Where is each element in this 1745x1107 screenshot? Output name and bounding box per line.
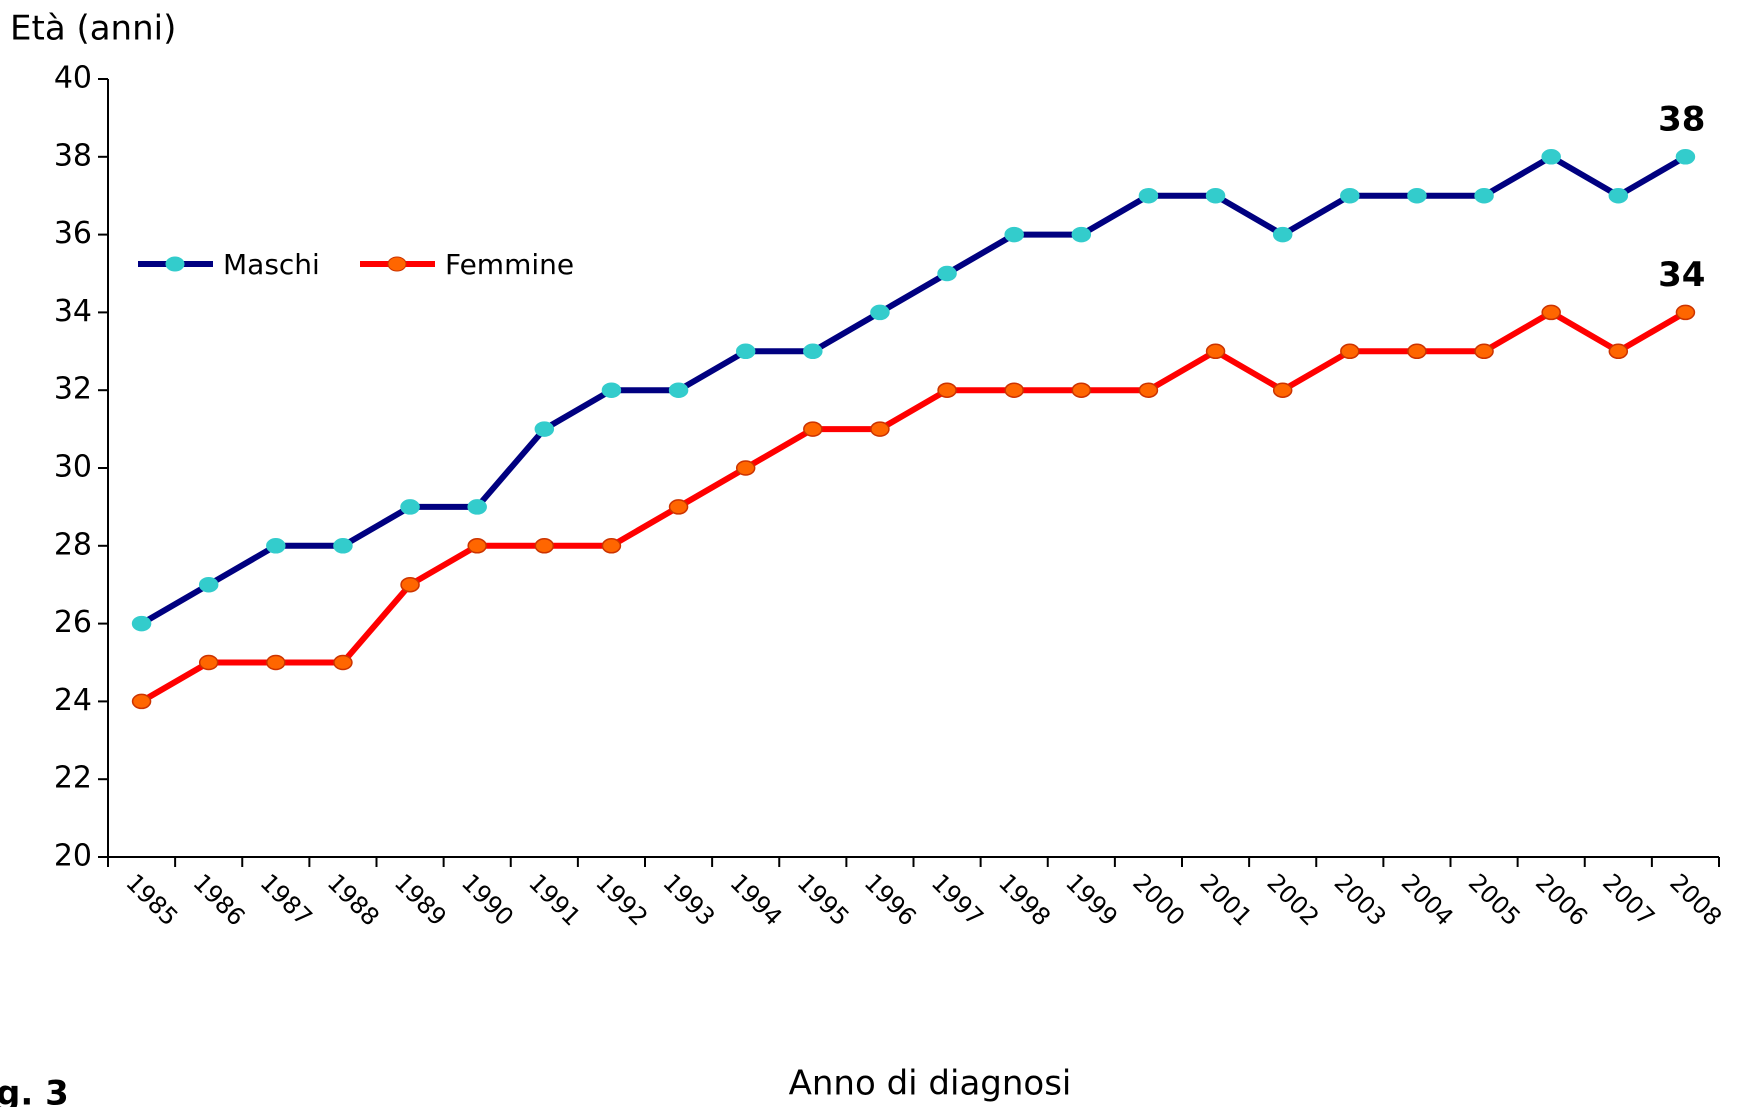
marker — [1004, 382, 1024, 398]
x-tick-label: 1996 — [859, 868, 922, 931]
series-line — [140, 309, 1687, 704]
marker — [1272, 382, 1293, 398]
legend-marker — [165, 256, 185, 272]
marker — [870, 304, 890, 321]
marker — [333, 538, 353, 554]
x-tick-label: 1997 — [926, 868, 989, 931]
marker — [266, 538, 286, 554]
marker — [1205, 343, 1226, 360]
marker — [937, 265, 957, 282]
marker — [333, 654, 353, 671]
x-tick-label: 1993 — [657, 868, 720, 931]
x-tick-label: 1990 — [456, 868, 519, 931]
y-tick-label: 24 — [54, 683, 92, 718]
marker — [803, 421, 823, 437]
marker — [198, 576, 219, 593]
annotation: 38 — [1658, 99, 1705, 139]
marker — [1407, 343, 1427, 360]
marker — [1541, 149, 1561, 165]
x-tick-label: 1987 — [255, 868, 318, 931]
x-tick-label: 2002 — [1261, 868, 1324, 931]
marker — [131, 615, 152, 632]
y-tick-label: 20 — [54, 839, 92, 874]
marker — [1071, 382, 1092, 398]
marker — [1474, 343, 1494, 360]
legend-label: Maschi — [223, 248, 320, 281]
y-axis-title: Età (anni) — [10, 9, 176, 49]
marker — [1541, 304, 1561, 321]
x-tick-label: 1986 — [187, 868, 250, 931]
marker — [534, 538, 555, 554]
x-tick-label: 2005 — [1463, 868, 1526, 931]
marker — [400, 499, 420, 515]
marker — [601, 382, 622, 398]
marker — [735, 343, 756, 360]
figure-label: g. 3 — [0, 1074, 69, 1107]
marker — [266, 654, 286, 671]
marker — [937, 382, 957, 398]
marker — [467, 538, 487, 554]
marker — [400, 576, 420, 593]
x-tick-label: 1998 — [993, 868, 1056, 931]
x-tick-label: 2003 — [1329, 868, 1392, 931]
x-tick-label: 1994 — [724, 868, 787, 931]
marker — [668, 382, 689, 398]
marker — [668, 499, 689, 515]
legend-label: Femmine — [445, 248, 574, 281]
marker — [1004, 226, 1024, 243]
marker — [601, 538, 622, 554]
marker — [735, 460, 756, 476]
marker — [1340, 187, 1360, 204]
annotation: 34 — [1658, 255, 1705, 295]
x-tick-label: 2006 — [1530, 868, 1593, 931]
y-tick-label: 30 — [54, 450, 92, 485]
marker — [534, 421, 555, 437]
series-line — [140, 153, 1687, 627]
x-tick-label: 1989 — [389, 868, 452, 931]
marker — [1340, 343, 1360, 360]
marker — [198, 654, 219, 671]
marker — [1608, 343, 1629, 360]
marker — [870, 421, 890, 437]
y-tick-label: 22 — [54, 761, 92, 796]
x-axis-title: Anno di diagnosi — [789, 1064, 1072, 1104]
x-tick-label: 1988 — [322, 868, 385, 931]
y-tick-label: 34 — [54, 294, 92, 329]
x-tick-label: 2000 — [1127, 868, 1190, 931]
marker — [1407, 187, 1427, 204]
marker — [467, 499, 487, 515]
marker — [1071, 226, 1092, 243]
y-tick-label: 36 — [54, 216, 92, 251]
y-tick-label: 32 — [54, 372, 92, 407]
marker — [131, 693, 152, 710]
x-tick-label: 1995 — [792, 868, 855, 931]
marker — [1138, 382, 1159, 398]
marker — [1608, 187, 1629, 204]
marker — [1675, 149, 1696, 165]
x-tick-label: 2007 — [1597, 868, 1660, 931]
marker — [1675, 304, 1696, 321]
marker — [1138, 187, 1159, 204]
x-tick-label: 1991 — [523, 868, 586, 931]
x-tick-label: 2004 — [1396, 868, 1459, 931]
x-tick-label: 1999 — [1060, 868, 1123, 931]
x-tick-label: 2001 — [1194, 868, 1257, 931]
legend-marker — [387, 256, 407, 272]
x-tick-label: 1992 — [590, 868, 653, 931]
y-tick-label: 38 — [54, 138, 92, 173]
marker — [1474, 187, 1494, 204]
marker — [1272, 226, 1293, 243]
y-tick-label: 26 — [54, 605, 92, 640]
x-tick-label: 1985 — [120, 868, 183, 931]
y-tick-label: 40 — [54, 61, 92, 96]
marker — [803, 343, 823, 360]
x-tick-label: 2008 — [1664, 868, 1727, 931]
y-tick-label: 28 — [54, 527, 92, 562]
marker — [1205, 187, 1226, 204]
